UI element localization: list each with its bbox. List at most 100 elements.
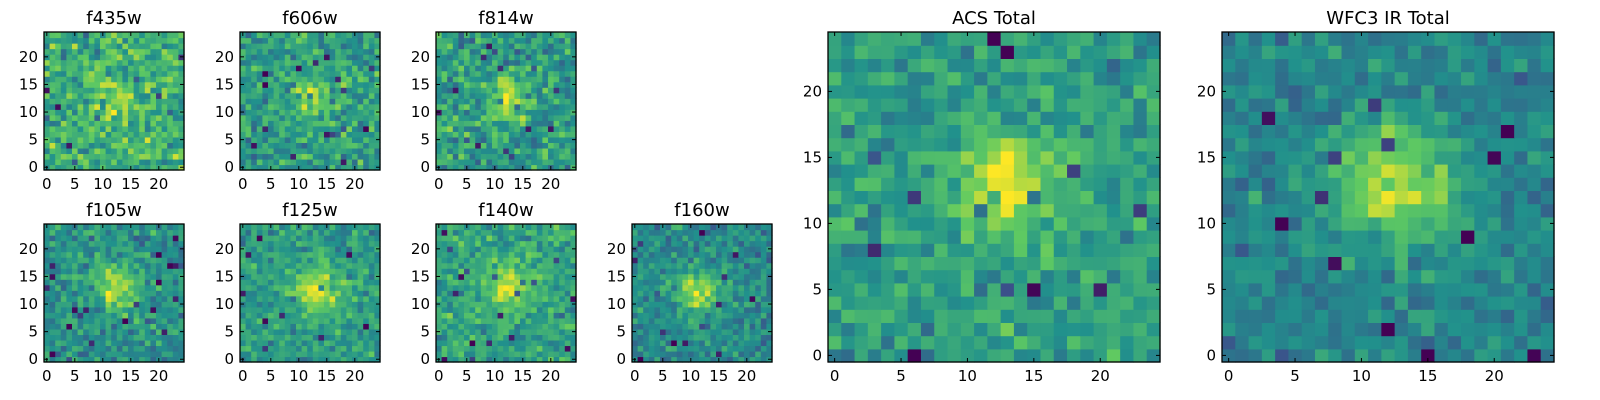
pixel	[514, 312, 521, 319]
pixel	[699, 339, 706, 347]
pixel	[458, 114, 465, 121]
pixel	[150, 345, 157, 352]
pixel	[100, 131, 107, 138]
pixel	[340, 279, 347, 286]
pixel	[867, 177, 882, 191]
pixel	[139, 87, 146, 94]
pixel	[133, 323, 140, 330]
pixel	[676, 312, 683, 319]
pixel	[139, 142, 146, 149]
pixel	[469, 125, 476, 132]
pixel	[72, 142, 79, 149]
pixel	[441, 345, 448, 352]
pixel	[144, 87, 151, 94]
pixel	[318, 70, 325, 77]
pixel	[492, 65, 499, 72]
pixel	[480, 76, 487, 83]
pixel	[452, 147, 459, 155]
pixel	[1027, 296, 1042, 310]
pixel	[72, 306, 79, 313]
pixel	[251, 290, 258, 297]
pixel	[55, 284, 62, 291]
pixel	[497, 109, 504, 116]
pixel	[352, 87, 359, 94]
pixel	[447, 273, 454, 280]
pixel	[318, 345, 325, 352]
pixel	[256, 323, 263, 330]
pixel	[178, 76, 185, 83]
pixel	[727, 268, 734, 275]
pixel	[553, 114, 560, 121]
pixel	[105, 317, 112, 324]
pixel	[133, 328, 140, 335]
pixel	[329, 54, 336, 61]
pixel	[760, 246, 767, 253]
pixel	[749, 350, 756, 358]
pixel	[738, 262, 745, 269]
pixel	[268, 284, 275, 291]
pixel	[570, 87, 577, 94]
pixel	[894, 309, 909, 323]
pixel	[88, 43, 95, 50]
pixel	[570, 306, 577, 313]
pixel	[144, 284, 151, 291]
pixel	[122, 257, 129, 264]
pixel	[83, 136, 90, 143]
pixel	[279, 87, 286, 94]
pixel	[178, 323, 185, 330]
pixel	[710, 240, 717, 247]
pixel	[464, 92, 471, 99]
pixel	[497, 312, 504, 319]
pixel	[111, 273, 118, 280]
pixel	[161, 164, 168, 171]
pixel	[660, 345, 667, 352]
pixel	[738, 339, 745, 347]
pixel	[262, 257, 269, 264]
pixel	[637, 240, 644, 247]
pixel	[318, 229, 325, 236]
pixel	[1040, 190, 1055, 205]
pixel	[749, 235, 756, 242]
pixel	[167, 131, 174, 138]
pixel	[94, 103, 101, 110]
pixel	[88, 142, 95, 149]
pixel	[340, 54, 347, 61]
pixel	[72, 158, 79, 166]
pixel	[854, 296, 869, 310]
pixel	[60, 147, 67, 155]
pixel	[352, 328, 359, 335]
pixel	[290, 350, 297, 358]
pixel	[447, 147, 454, 155]
pixel	[486, 76, 493, 83]
pixel	[947, 203, 962, 218]
pixel	[475, 92, 482, 99]
pixel	[324, 229, 331, 236]
pixel	[548, 114, 555, 121]
pixel	[570, 147, 577, 155]
pixel	[167, 98, 174, 105]
pixel	[240, 92, 247, 99]
pixel	[508, 312, 515, 319]
pixel	[324, 87, 331, 94]
pixel	[508, 240, 515, 247]
pixel	[710, 345, 717, 352]
pixel	[256, 339, 263, 347]
pixel	[464, 109, 471, 116]
pixel	[251, 268, 258, 275]
pixel	[122, 59, 129, 66]
pixel	[688, 306, 695, 313]
pixel	[77, 334, 84, 341]
pixel	[49, 235, 56, 242]
pixel	[116, 37, 123, 44]
pixel	[525, 103, 532, 110]
pixel	[111, 92, 118, 99]
pixel	[116, 98, 123, 105]
pixel	[531, 350, 538, 358]
pixel	[542, 125, 549, 132]
pixel	[105, 87, 112, 94]
pixel	[688, 339, 695, 347]
pixel	[536, 224, 543, 231]
pixel	[548, 81, 555, 88]
pixel	[934, 282, 949, 297]
pixel	[894, 322, 909, 337]
